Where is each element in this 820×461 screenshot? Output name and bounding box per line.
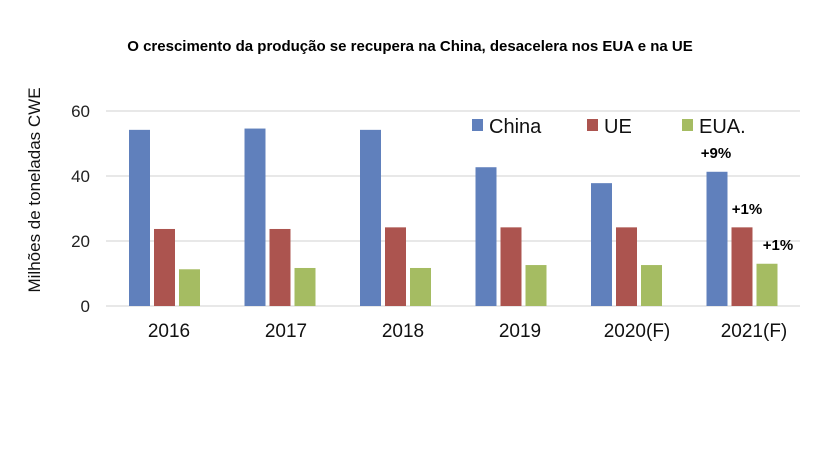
y-tick-label: 20 bbox=[71, 232, 90, 251]
bar-eua-2017 bbox=[294, 267, 316, 306]
bar-eua-2020(F) bbox=[641, 265, 662, 306]
bar-ue-2019 bbox=[500, 227, 522, 306]
annotation-label: +1% bbox=[732, 201, 762, 218]
legend-label: EUA. bbox=[699, 116, 746, 138]
x-tick-label: 2019 bbox=[499, 321, 541, 342]
bar-ue-2017 bbox=[269, 228, 291, 306]
legend-swatch bbox=[472, 119, 483, 131]
legend-swatch bbox=[587, 119, 598, 131]
bar-eua-2021(F) bbox=[756, 263, 778, 306]
bar-ue-2021(F) bbox=[731, 227, 753, 306]
bar-china-2020(F) bbox=[591, 183, 612, 306]
bar-china-2021(F) bbox=[706, 171, 728, 306]
y-tick-label: 0 bbox=[81, 297, 90, 316]
y-tick-label: 40 bbox=[71, 167, 90, 186]
annotation-label: +1% bbox=[763, 237, 793, 254]
bar-eua-2019 bbox=[525, 265, 547, 306]
bar-eua-2016 bbox=[179, 269, 200, 306]
y-tick-label: 60 bbox=[71, 102, 90, 121]
x-tick-label: 2021(F) bbox=[721, 321, 788, 342]
x-tick-label: 2018 bbox=[382, 321, 424, 342]
bar-ue-2016 bbox=[154, 228, 175, 306]
x-tick-label: 2017 bbox=[265, 321, 307, 342]
bar-china-2017 bbox=[244, 128, 266, 306]
x-tick-label: 2016 bbox=[148, 321, 190, 342]
y-axis-label: Milhões de toneladas CWE bbox=[25, 87, 44, 292]
bar-ue-2020(F) bbox=[616, 227, 637, 306]
bar-eua-2018 bbox=[410, 267, 431, 306]
legend-label: UE bbox=[604, 116, 632, 138]
bar-china-2016 bbox=[129, 129, 150, 306]
legend-label: China bbox=[489, 116, 542, 138]
bar-ue-2018 bbox=[385, 227, 406, 306]
annotation-label: +9% bbox=[701, 145, 731, 162]
bar-china-2019 bbox=[475, 167, 497, 306]
bar-china-2018 bbox=[360, 129, 381, 306]
chart-title: O crescimento da produção se recupera na… bbox=[127, 38, 692, 55]
legend-swatch bbox=[682, 119, 693, 131]
x-tick-label: 2020(F) bbox=[604, 321, 671, 342]
